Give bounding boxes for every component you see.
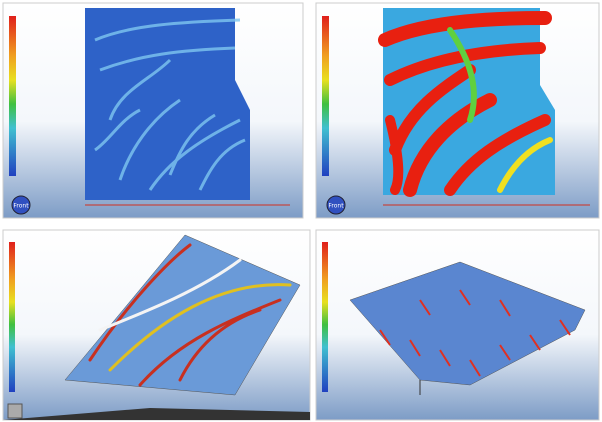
view-button-label[interactable]: Front — [13, 203, 29, 210]
rect-shape — [9, 16, 16, 176]
rect-shape — [9, 242, 15, 392]
panel-top-right: Front — [316, 3, 599, 218]
screenshot-collage: Front Front — [0, 0, 602, 422]
rect-shape — [322, 16, 329, 176]
rect-shape — [8, 404, 22, 418]
panel-top-left: Front — [3, 3, 303, 218]
panel-bottom-right — [316, 230, 599, 420]
panel-bottom-left — [3, 230, 310, 420]
rect-shape — [322, 242, 328, 392]
polygon-shape — [85, 8, 250, 200]
view-button-label[interactable]: Front — [328, 203, 344, 210]
